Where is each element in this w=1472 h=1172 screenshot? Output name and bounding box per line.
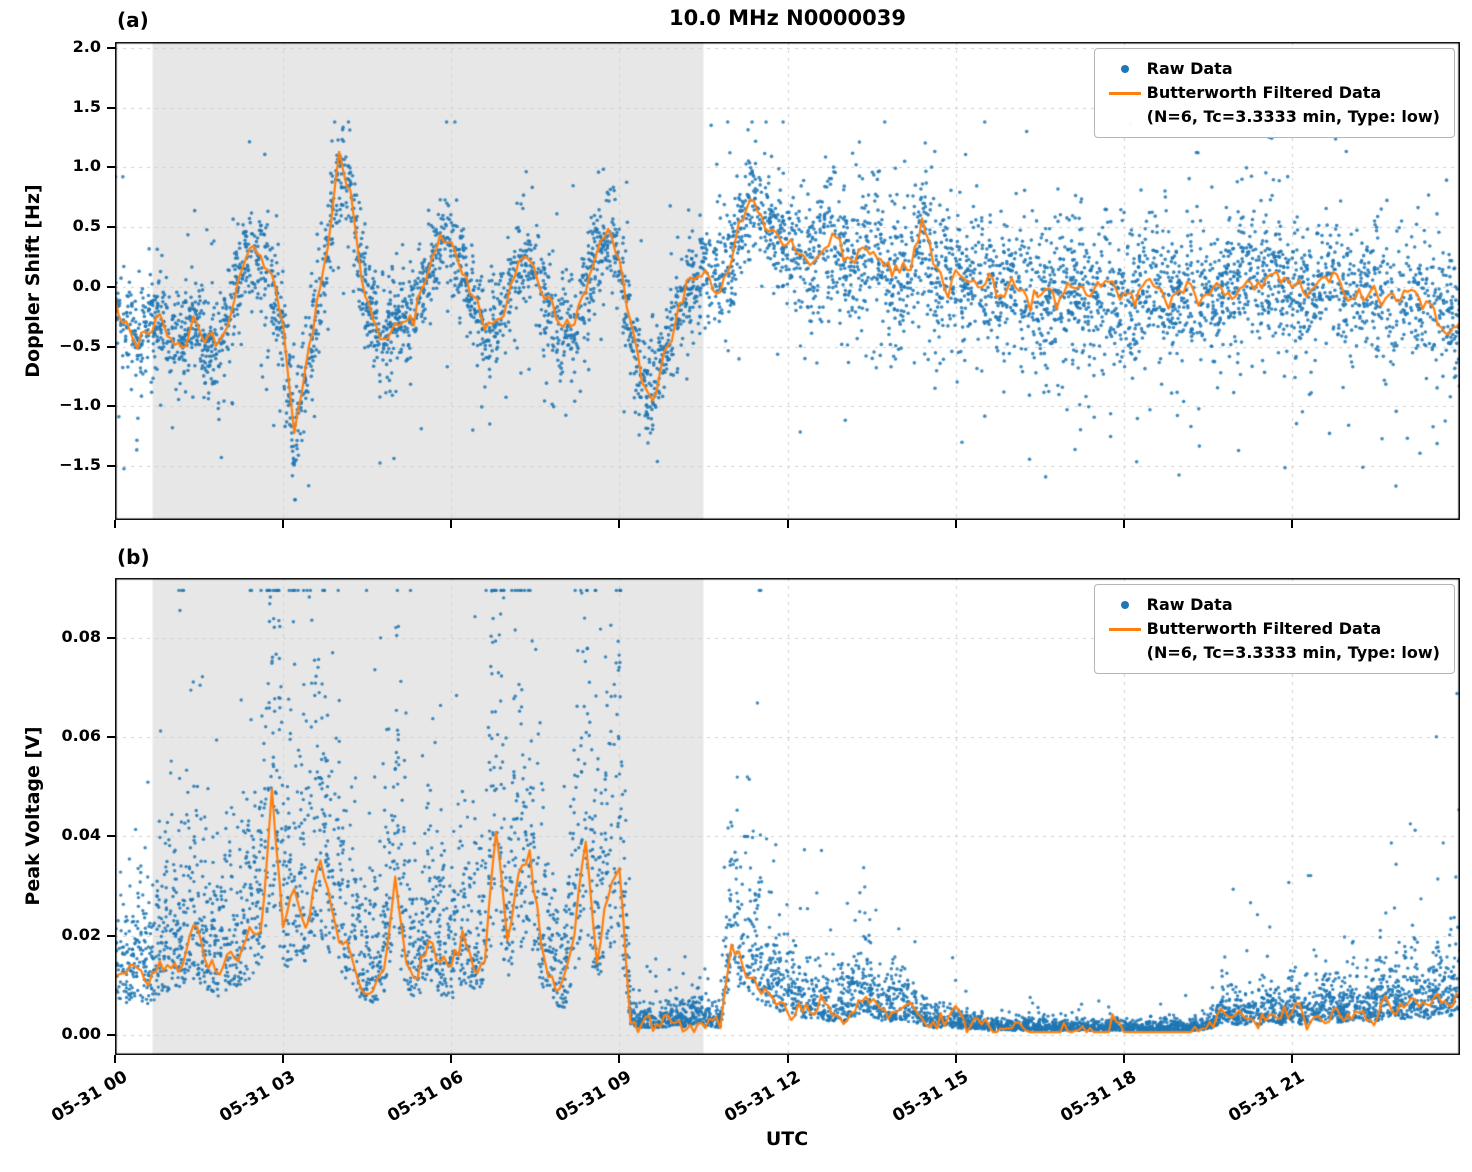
legend-panel-b: Raw Data Butterworth Filtered Data (N=6,… <box>1093 584 1455 674</box>
x-tick-mark <box>450 520 453 528</box>
legend-filtered-params: (N=6, Tc=3.3333 min, Type: low) <box>1146 107 1440 126</box>
x-tick-mark <box>282 520 285 528</box>
legend-raw-label: Raw Data <box>1146 595 1233 614</box>
x-tick-mark <box>1122 1055 1125 1063</box>
figure-title: 10.0 MHz N0000039 <box>669 6 906 30</box>
y-tick-label: 0.0 <box>72 275 101 295</box>
panel-b-label: (b) <box>117 545 150 569</box>
y-tick-label: 2.0 <box>72 36 101 56</box>
raw-data-marker-icon <box>1120 601 1129 609</box>
y-tick-mark <box>107 106 115 109</box>
x-tick-mark <box>786 520 789 528</box>
y-tick-mark <box>107 166 115 169</box>
raw-data-marker-icon <box>1120 65 1129 73</box>
legend-entry-filtered: Butterworth Filtered Data <box>1103 81 1440 105</box>
x-tick-mark <box>450 1055 453 1063</box>
y-tick-label: −1.0 <box>59 395 101 415</box>
y-tick-mark <box>107 934 115 937</box>
legend-filtered-params: (N=6, Tc=3.3333 min, Type: low) <box>1146 643 1440 662</box>
y-tick-mark <box>107 345 115 348</box>
y-tick-mark <box>107 285 115 288</box>
y-tick-label: 1.0 <box>72 156 101 176</box>
x-tick-mark <box>114 520 116 528</box>
y-tick-mark <box>107 736 115 738</box>
y-tick-label: 0.5 <box>72 216 101 236</box>
x-tick-mark <box>1122 520 1125 528</box>
y-tick-mark <box>107 226 115 229</box>
legend-entry-raw: Raw Data <box>1103 593 1440 617</box>
x-tick-mark <box>954 520 957 528</box>
x-tick-mark <box>954 1055 957 1063</box>
x-tick-label: 05-31 21 <box>1225 1067 1308 1127</box>
x-tick-label: 05-31 09 <box>552 1067 636 1127</box>
y-tick-mark <box>107 46 115 49</box>
x-tick-mark <box>786 1055 789 1063</box>
filtered-line-marker-icon <box>1108 627 1141 631</box>
y-tick-mark <box>107 405 115 408</box>
y-tick-label: 0.08 <box>61 626 101 646</box>
x-axis-label: UTC <box>765 1128 809 1150</box>
x-tick-label: 05-31 12 <box>720 1067 804 1127</box>
x-tick-mark <box>618 1055 621 1063</box>
y-tick-label: −0.5 <box>59 335 101 355</box>
panel-a-label: (a) <box>117 8 149 32</box>
x-tick-label: 05-31 18 <box>1057 1067 1140 1127</box>
y-tick-label: 0.04 <box>61 825 101 845</box>
legend-entry-raw: Raw Data <box>1103 57 1440 81</box>
x-tick-mark <box>1290 520 1293 528</box>
legend-filtered-label: Butterworth Filtered Data <box>1146 83 1382 102</box>
y-tick-label: 0.02 <box>61 924 101 944</box>
y-tick-mark <box>107 636 115 639</box>
y-tick-label: 0.00 <box>61 1024 101 1044</box>
y-tick-label: 1.5 <box>72 96 101 116</box>
y-tick-mark <box>107 1034 115 1037</box>
y-tick-label: −1.5 <box>59 455 101 475</box>
legend-entry-filtered: Butterworth Filtered Data <box>1103 617 1440 641</box>
x-tick-label: 05-31 06 <box>384 1067 468 1127</box>
x-tick-mark <box>282 1055 285 1063</box>
y-tick-mark <box>107 835 115 838</box>
x-tick-label: 05-31 00 <box>48 1067 131 1127</box>
y-tick-label: 0.06 <box>61 726 101 745</box>
filtered-line-marker-icon <box>1108 91 1141 95</box>
legend-raw-label: Raw Data <box>1146 59 1233 78</box>
legend-filtered-label: Butterworth Filtered Data <box>1146 619 1382 638</box>
x-tick-label: 05-31 15 <box>888 1067 972 1127</box>
x-tick-mark <box>114 1055 116 1063</box>
x-tick-label: 05-31 03 <box>216 1067 300 1127</box>
y-tick-mark <box>107 465 115 468</box>
legend-entry-filtered-params: (N=6, Tc=3.3333 min, Type: low) <box>1103 641 1440 665</box>
legend-panel-a: Raw Data Butterworth Filtered Data (N=6,… <box>1093 48 1455 138</box>
x-tick-mark <box>1290 1055 1293 1063</box>
x-tick-mark <box>618 520 621 528</box>
legend-entry-filtered-params: (N=6, Tc=3.3333 min, Type: low) <box>1103 105 1440 129</box>
